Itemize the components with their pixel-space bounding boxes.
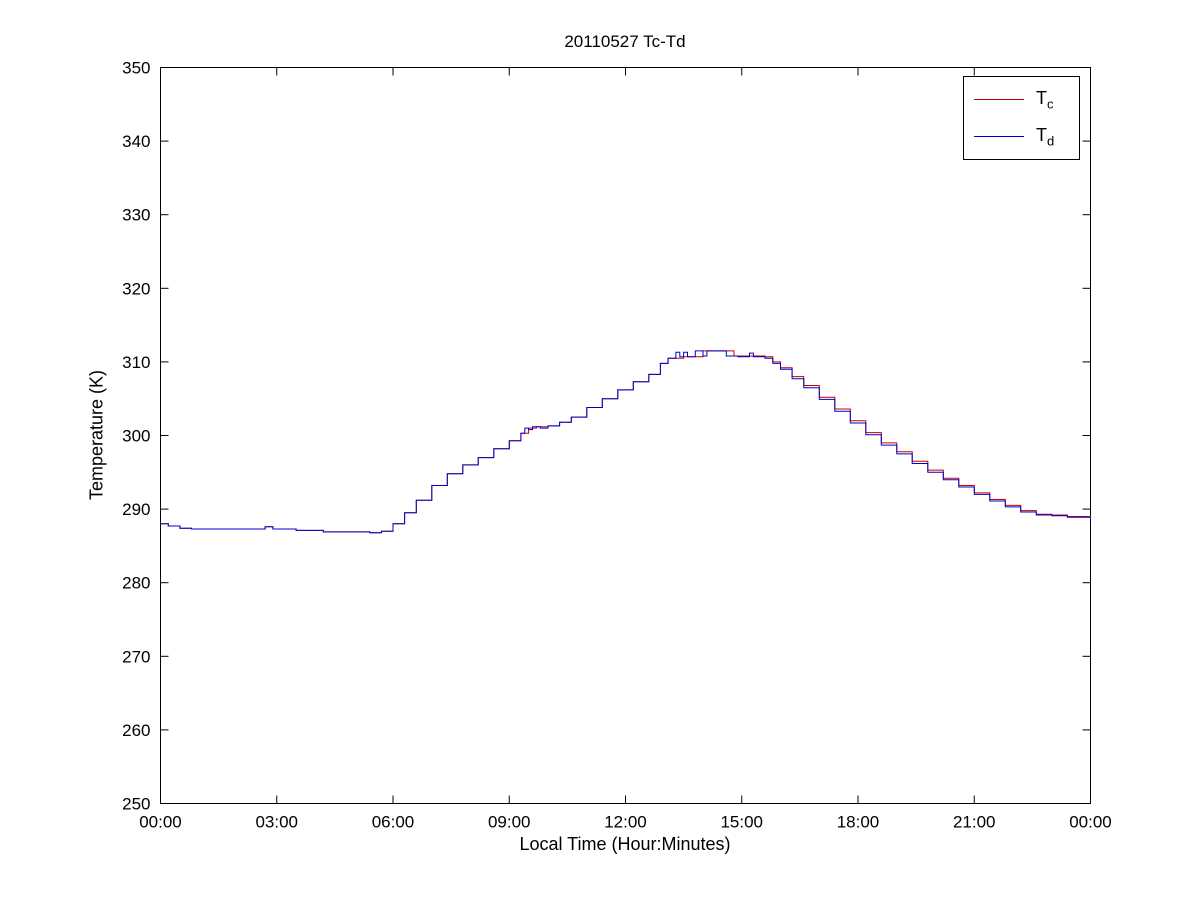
- x-tick-label: 21:00: [953, 813, 996, 832]
- y-tick-label: 340: [122, 132, 150, 151]
- x-tick-label: 18:00: [837, 813, 880, 832]
- y-tick-label: 320: [122, 279, 150, 298]
- legend-label-sub: c: [1047, 96, 1054, 112]
- y-tick-label: 270: [122, 647, 150, 666]
- x-tick-label: 06:00: [372, 813, 415, 832]
- chart-title: 20110527 Tc-Td: [564, 32, 686, 51]
- legend-line-sample: [974, 136, 1024, 137]
- legend-item-td: Td: [964, 126, 1079, 148]
- y-tick-label: 290: [122, 500, 150, 519]
- legend-label-td: Td: [1036, 126, 1054, 148]
- y-tick-label: 250: [122, 795, 150, 814]
- x-tick-label: 00:00: [139, 813, 182, 832]
- series-td: [160, 350, 1091, 534]
- y-tick-label: 260: [122, 721, 150, 740]
- legend-label-tc: Tc: [1036, 89, 1054, 111]
- x-axis-label: Local Time (Hour:Minutes): [519, 834, 731, 854]
- legend: Tc Td: [963, 76, 1080, 160]
- axes-box: [160, 67, 1091, 804]
- x-tick-label: 09:00: [488, 813, 531, 832]
- y-tick-label: 350: [122, 59, 150, 78]
- x-tick-label: 15:00: [720, 813, 763, 832]
- x-tick-label: 00:00: [1069, 813, 1112, 832]
- legend-line-sample: [974, 99, 1024, 100]
- legend-label-main: T: [1036, 124, 1047, 145]
- y-tick-label: 330: [122, 206, 150, 225]
- y-tick-label: 280: [122, 574, 150, 593]
- legend-item-tc: Tc: [964, 89, 1079, 111]
- x-tick-label: 12:00: [604, 813, 647, 832]
- y-tick-label: 300: [122, 427, 150, 446]
- y-tick-label: 310: [122, 353, 150, 372]
- legend-label-main: T: [1036, 87, 1047, 108]
- x-tick-label: 03:00: [255, 813, 298, 832]
- series-tc: [160, 350, 1091, 534]
- legend-label-sub: d: [1047, 133, 1055, 149]
